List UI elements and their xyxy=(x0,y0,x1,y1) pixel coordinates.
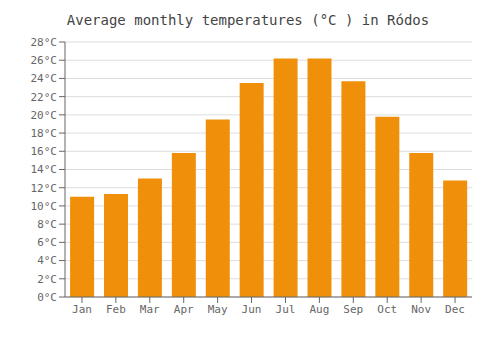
svg-text:May: May xyxy=(208,303,228,316)
svg-text:Mar: Mar xyxy=(140,303,160,316)
svg-text:4°C: 4°C xyxy=(37,254,57,267)
svg-text:22°C: 22°C xyxy=(31,91,58,104)
svg-text:Dec: Dec xyxy=(445,303,465,316)
svg-text:10°C: 10°C xyxy=(31,200,58,213)
svg-text:Oct: Oct xyxy=(377,303,397,316)
svg-text:Sep: Sep xyxy=(343,303,363,316)
svg-text:12°C: 12°C xyxy=(31,182,58,195)
svg-text:8°C: 8°C xyxy=(37,218,57,231)
svg-text:Jun: Jun xyxy=(242,303,262,316)
svg-text:Jul: Jul xyxy=(276,303,296,316)
svg-text:6°C: 6°C xyxy=(37,236,57,249)
svg-text:24°C: 24°C xyxy=(31,72,58,85)
svg-text:Aug: Aug xyxy=(309,303,329,316)
svg-text:Feb: Feb xyxy=(106,303,126,316)
svg-text:18°C: 18°C xyxy=(31,127,58,140)
svg-text:28°C: 28°C xyxy=(31,36,58,49)
svg-text:16°C: 16°C xyxy=(31,145,58,158)
html-text:Average monthly temperatures (: Average monthly temperatures (°C ) in Ró… xyxy=(66,12,430,28)
svg-text:Nov: Nov xyxy=(411,303,431,316)
svg-text:26°C: 26°C xyxy=(31,54,58,67)
svg-text:20°C: 20°C xyxy=(31,109,58,122)
svg-text:Apr: Apr xyxy=(174,303,194,316)
svg-text:2°C: 2°C xyxy=(37,273,57,286)
svg-text:Jan: Jan xyxy=(72,303,92,316)
svg-text:0°C: 0°C xyxy=(37,291,57,304)
svg-text:14°C: 14°C xyxy=(31,163,58,176)
